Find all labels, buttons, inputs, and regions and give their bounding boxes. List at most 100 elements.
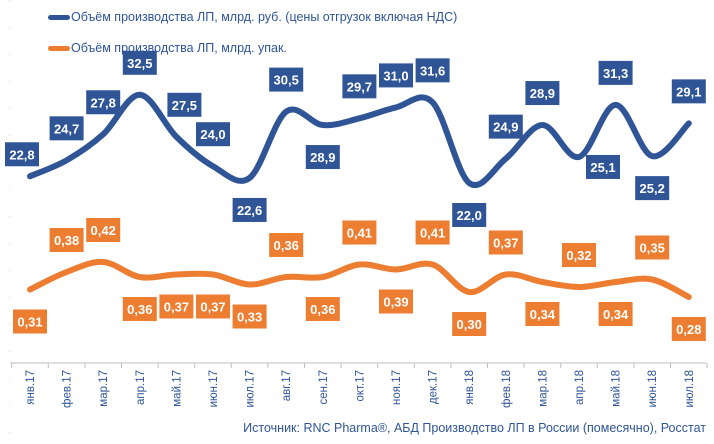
data-label-box <box>305 145 340 170</box>
data-label-box <box>415 220 450 245</box>
data-label: 22,6 <box>237 203 262 218</box>
x-tick-label: фев.17 <box>62 370 74 408</box>
data-label-box <box>269 233 304 257</box>
x-tick-label: апр.18 <box>574 370 586 405</box>
data-label-box <box>86 218 121 242</box>
data-label: 0,31 <box>17 315 42 330</box>
data-label: 25,1 <box>590 160 615 175</box>
data-label-box <box>671 317 706 341</box>
data-label: 0,39 <box>383 295 408 310</box>
data-label-box <box>232 304 267 329</box>
legend-swatch-orange <box>48 45 70 51</box>
data-label-box <box>452 203 487 227</box>
data-label-box <box>379 289 413 314</box>
data-label: 0,38 <box>54 233 79 248</box>
data-label: 0,36 <box>127 302 152 317</box>
data-label: 0,34 <box>603 307 629 322</box>
data-label-box <box>598 60 633 85</box>
x-tick-label: мар.18 <box>537 370 549 407</box>
data-label: 25,2 <box>640 181 665 196</box>
data-label: 22,8 <box>9 147 34 162</box>
data-label: 0,41 <box>347 226 372 241</box>
data-label: 24,0 <box>200 127 225 142</box>
data-label-box <box>49 228 84 252</box>
data-label: 0,32 <box>566 248 591 263</box>
data-label-box <box>13 309 47 334</box>
legend-swatch-blue <box>48 14 70 20</box>
data-label-box <box>86 90 121 115</box>
data-label: 31,0 <box>383 68 408 83</box>
data-label: 30,5 <box>274 73 299 88</box>
data-label: 0,37 <box>493 236 518 251</box>
data-label-box <box>49 116 84 141</box>
data-label-box <box>305 297 340 321</box>
x-tick-label: июн.18 <box>647 370 659 407</box>
legend-label: Объём производства ЛП, млрд. упак. <box>71 41 287 55</box>
data-label: 0,41 <box>420 226 445 241</box>
series-line-1 <box>27 258 692 300</box>
x-tick-label: окт.17 <box>354 370 366 402</box>
x-tick-label: фев.18 <box>501 370 513 408</box>
x-tick-label: июл.17 <box>245 370 257 408</box>
data-label: 0,28 <box>676 322 701 337</box>
data-label: 29,1 <box>676 84 701 99</box>
data-label-box <box>488 230 523 255</box>
data-label: 0,36 <box>274 238 299 253</box>
data-label-box <box>122 50 157 75</box>
data-label-box <box>415 58 450 83</box>
data-label-box <box>342 74 377 99</box>
data-label-box <box>122 297 157 321</box>
data-label: 31,3 <box>603 66 628 81</box>
data-label-box <box>269 67 304 92</box>
data-label: 0,36 <box>310 302 335 317</box>
x-tick-label: янв.18 <box>464 370 476 405</box>
data-label-box <box>232 197 267 222</box>
data-label-box <box>5 142 39 167</box>
x-tick-label: янв.17 <box>25 370 37 405</box>
x-tick-label: ноя.17 <box>391 370 403 405</box>
x-tick-label: май.17 <box>171 370 183 407</box>
data-label-box <box>586 154 620 179</box>
data-label-box <box>196 122 230 147</box>
data-label-box <box>525 302 560 326</box>
data-label-box <box>635 235 670 260</box>
data-label: 28,9 <box>530 86 555 101</box>
data-label-box <box>452 312 487 336</box>
data-label: 0,37 <box>164 300 189 315</box>
data-label-box <box>635 176 670 201</box>
data-label: 0,35 <box>640 241 665 256</box>
data-label: 24,9 <box>493 120 518 135</box>
legend-item-pack: Объём производства ЛП, млрд. упак. <box>48 41 287 55</box>
data-label: 24,7 <box>54 121 79 136</box>
data-label: 29,7 <box>347 79 372 94</box>
source-note: Источник: RNC Pharma®, АБД Производство … <box>243 421 706 435</box>
data-label: 0,34 <box>530 307 556 322</box>
data-label: 0,37 <box>200 300 225 315</box>
data-label: 32,5 <box>127 56 152 71</box>
data-label: 22,0 <box>457 208 482 223</box>
x-tick-label: дек.17 <box>428 370 440 404</box>
data-label: 31,6 <box>420 63 445 78</box>
x-tick-label: июн.17 <box>208 370 220 407</box>
data-label-box <box>525 81 560 106</box>
legend-item-rub: Объём производства ЛП, млрд. руб. (цены … <box>48 10 457 24</box>
data-label-box <box>379 63 413 88</box>
data-label: 28,9 <box>310 150 335 165</box>
x-tick-label: сен.17 <box>318 370 330 404</box>
data-label-box <box>159 294 194 319</box>
data-label: 27,8 <box>91 95 116 110</box>
data-label-box <box>342 220 377 245</box>
data-label-box <box>196 294 230 319</box>
x-tick-label: июл.18 <box>684 370 696 408</box>
data-label: 27,5 <box>172 98 197 113</box>
data-label-box <box>671 79 706 104</box>
data-label-box <box>562 243 596 267</box>
x-tick-label: май.18 <box>611 370 623 407</box>
legend-label: Объём производства ЛП, млрд. руб. (цены … <box>71 10 458 24</box>
data-label-box <box>167 92 202 117</box>
data-label-box <box>598 302 633 326</box>
data-label: 0,42 <box>91 223 116 238</box>
x-tick-label: мар.17 <box>98 370 110 407</box>
